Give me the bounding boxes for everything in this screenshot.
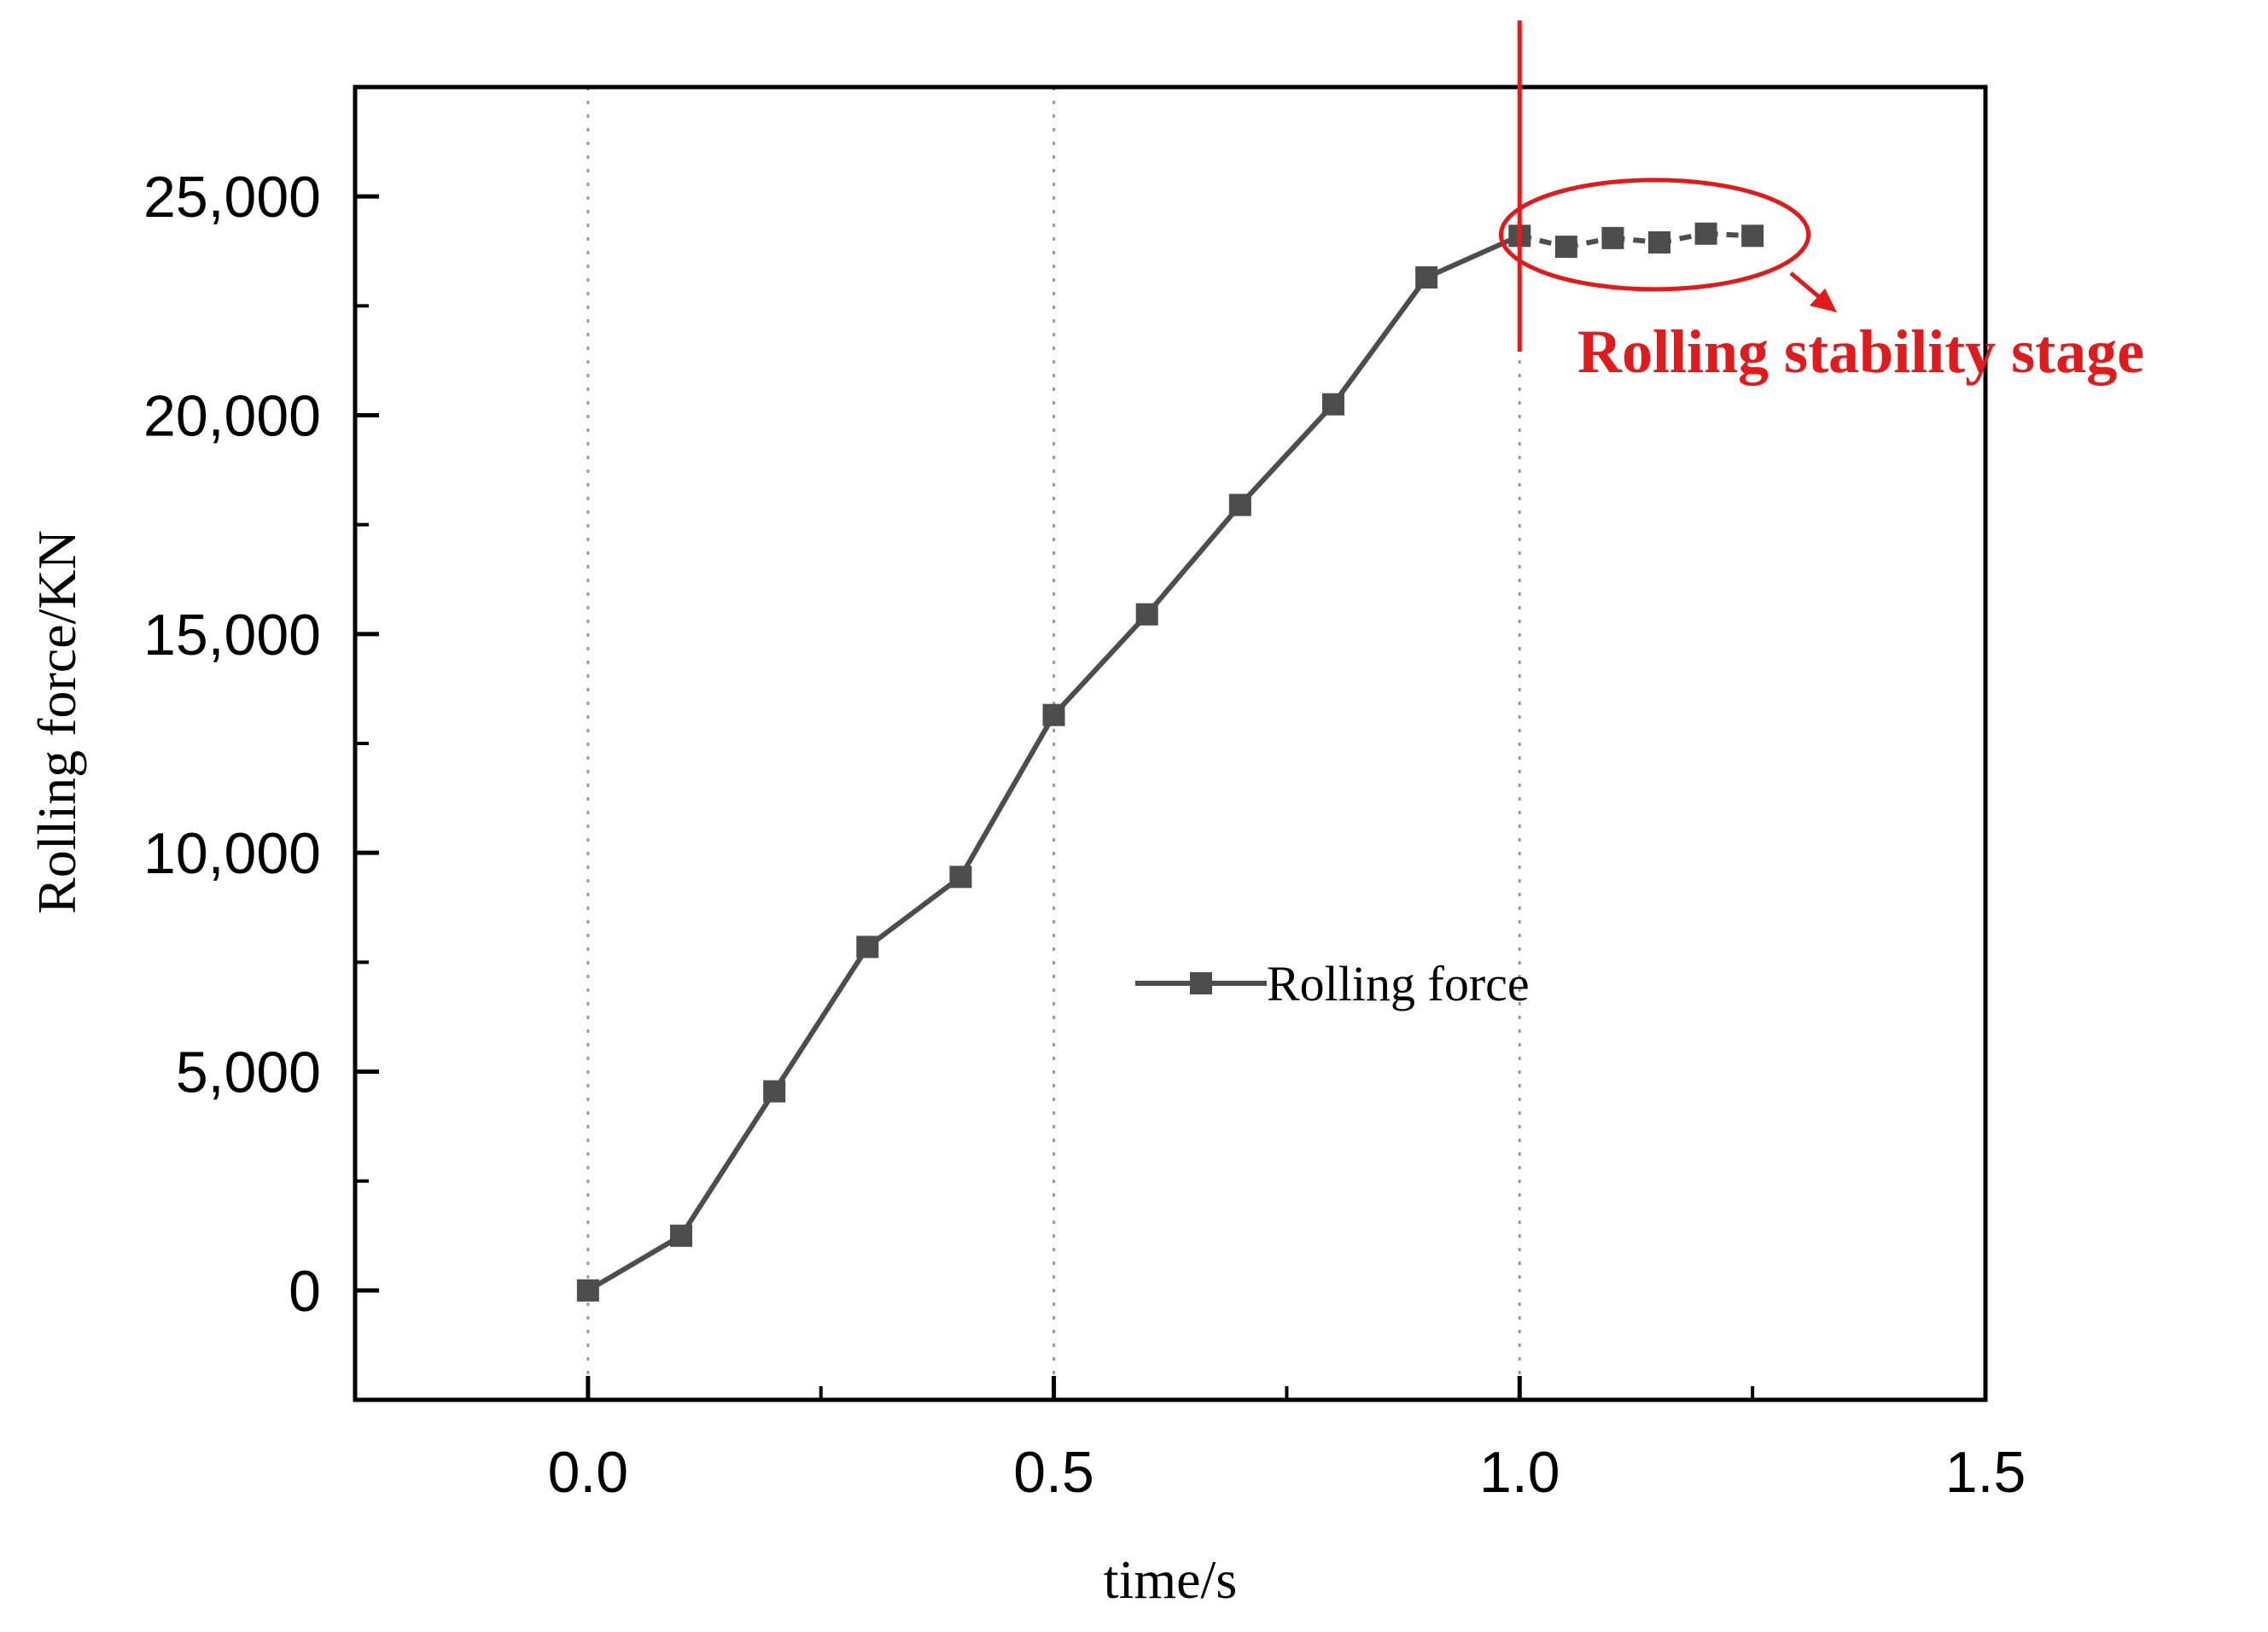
series-segment-6 [1145, 503, 1243, 616]
data-point-6 [1135, 603, 1158, 626]
data-point-7 [1228, 493, 1251, 516]
data-point-15 [1741, 224, 1764, 248]
x-axis-title: time/s [1104, 1549, 1237, 1610]
legend-marker [1190, 972, 1212, 994]
annotation-arrowhead [1810, 289, 1837, 312]
data-point-11 [1554, 236, 1577, 259]
grid-layer [586, 87, 1521, 1400]
data-point-2 [763, 1080, 786, 1103]
y-tick-label-1: 5,000 [176, 1040, 321, 1105]
x-tick-label-2: 1.0 [1479, 1440, 1560, 1505]
stability-ellipse [1498, 178, 1811, 292]
x-tick-label-0: 0.0 [548, 1440, 629, 1505]
series-segment-3 [866, 874, 963, 949]
series-segment-8 [1331, 276, 1429, 406]
annotation-arrow-shaft [1789, 271, 1825, 302]
data-point-13 [1648, 230, 1670, 254]
data-point-3 [856, 935, 879, 959]
y-axis-title: Rolling force/KN [26, 530, 87, 914]
data-point-4 [949, 866, 972, 889]
x-tick-label-1: 0.5 [1013, 1440, 1094, 1505]
series-segment-7 [1238, 402, 1336, 507]
plot-frame [353, 85, 1988, 1402]
series-layer [576, 222, 1764, 1302]
data-point-8 [1322, 393, 1344, 416]
legend-label: Rolling force [1267, 956, 1530, 1011]
series-segment-1 [679, 1089, 777, 1238]
series-segment-4 [958, 714, 1057, 878]
x-tick-label-3: 1.5 [1945, 1440, 2026, 1505]
y-tick-label-0: 0 [289, 1259, 321, 1324]
y-tick-label-4: 20,000 [143, 384, 321, 449]
y-tick-label-3: 15,000 [143, 603, 321, 667]
legend: Rolling force [1135, 956, 1530, 1011]
series-segment-0 [586, 1233, 683, 1293]
data-point-12 [1601, 226, 1624, 249]
data-point-0 [576, 1279, 599, 1302]
data-point-5 [1042, 703, 1065, 726]
axis-layer: 0.0 0.5 1.0 1.5 0 5,000 10,000 15,000 20,000 25,0… [143, 165, 2026, 1505]
series-segment-9 [1425, 233, 1521, 280]
data-point-1 [670, 1224, 692, 1247]
annotation-label: Rolling stability stage [1577, 318, 2144, 386]
data-point-9 [1415, 266, 1438, 289]
data-point-14 [1694, 222, 1717, 245]
y-tick-label-5: 25,000 [143, 165, 321, 230]
y-tick-label-2: 10,000 [143, 821, 321, 886]
series-segment-2 [772, 945, 870, 1093]
series-segment-5 [1052, 612, 1149, 717]
annotation-layer: Rolling stability stage [1498, 20, 2144, 386]
